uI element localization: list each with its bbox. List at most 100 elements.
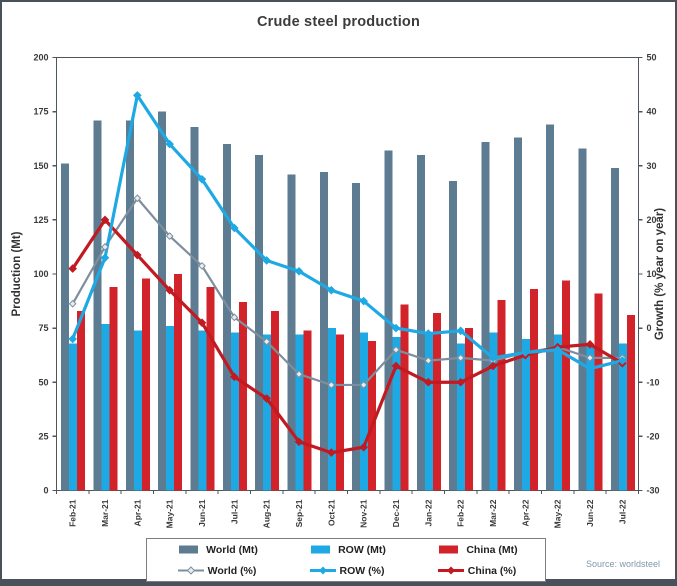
right-axis-tick-label: 20: [647, 215, 657, 225]
legend-label: World (Mt): [206, 543, 258, 556]
x-axis-month-label: Apr-21: [132, 499, 142, 526]
row-marker-Dec-21: [391, 323, 401, 333]
world-mt-bar-Feb-21: [61, 163, 70, 491]
row-marker-Feb-22: [456, 326, 465, 336]
china-marker-Feb-21: [68, 264, 77, 273]
left-axis-tick-label: 175: [33, 107, 48, 117]
world-marker-Jan-22: [424, 356, 433, 365]
row-mt-bar-Nov-21: [360, 332, 369, 491]
china-marker-Feb-22: [456, 377, 465, 387]
china-mt-bar-Jun-21: [206, 286, 215, 491]
legend-item-china-pct: China (%): [436, 565, 516, 577]
china-mt-bar-Jul-21: [238, 302, 247, 491]
left-axis-tick-label: 150: [33, 161, 48, 171]
china-mt-bar-Apr-21: [141, 278, 150, 491]
row-marker-Mar-21: [100, 253, 110, 263]
china-mt-bar-Nov-21: [368, 341, 377, 491]
right-axis-title: Growth (% year on year): [654, 208, 666, 340]
row-marker-Apr-21: [133, 91, 142, 100]
right-axis-tick-label: 30: [647, 161, 657, 171]
row-mt-bar-Mar-22: [489, 332, 498, 491]
world-mt-bar-Jul-21: [222, 144, 231, 491]
x-axis-month-label: Feb-21: [68, 499, 78, 527]
left-axis-tick-label: 0: [43, 486, 48, 496]
right-axis-tick-label: 0: [647, 323, 652, 333]
row-bar-swatch: [311, 545, 331, 554]
china-marker-Mar-21: [100, 215, 110, 225]
world-mt-bar-Oct-21: [319, 172, 328, 491]
world-mt-bar-Feb-22: [449, 180, 458, 491]
china-mt-bar-Apr-22: [529, 289, 538, 491]
row-mt-bar-Jun-22: [586, 345, 595, 491]
row-mt-bar-Apr-22: [521, 338, 530, 491]
legend-item-row-pct: ROW (%): [308, 564, 385, 577]
world-mt-bar-Nov-21: [352, 183, 361, 491]
row-marker-Jul-21: [230, 223, 239, 233]
right-axis-tick-label: 50: [647, 53, 657, 63]
world-mt-bar-Jul-22: [610, 167, 619, 491]
china-marker-Sep-21: [294, 437, 304, 447]
x-axis-month-label: Mar-21: [100, 499, 110, 527]
world-marker-Aug-21: [262, 337, 271, 346]
china-marker-Jun-21: [197, 318, 207, 328]
china-marker-Mar-22: [488, 361, 498, 371]
row-marker-Mar-22: [488, 353, 498, 363]
x-axis-month-label: Nov-21: [359, 499, 369, 528]
legend-item-row-mt: ROW (Mt): [306, 544, 386, 556]
china-marker-Jun-22: [585, 340, 595, 349]
china-marker-Oct-21: [327, 448, 336, 457]
row-line-swatch: [309, 566, 336, 575]
row-marker-May-21: [165, 139, 174, 149]
world-mt-bar-Aug-21: [255, 154, 264, 491]
china-mt-bar-Oct-21: [335, 334, 344, 491]
china-mt-bar-Feb-22: [465, 328, 474, 491]
china-mt-bar-Feb-21: [77, 310, 86, 491]
legend-label: ROW (%): [339, 564, 385, 577]
china-bar-swatch: [439, 545, 459, 554]
world-marker-Jun-22: [586, 353, 594, 362]
source-note: Source: worldsteel: [585, 559, 660, 569]
world-marker-Feb-21: [68, 299, 77, 308]
x-axis-month-label: Dec-21: [391, 499, 401, 527]
china-mt-bar-Aug-21: [271, 310, 280, 491]
row-marker-Feb-21: [68, 334, 77, 344]
x-axis-month-label: Jul-22: [617, 499, 627, 524]
world-marker-Mar-21: [101, 243, 109, 251]
china-mt-bar-Jan-22: [432, 312, 441, 491]
chart-title: Crude steel production: [256, 14, 421, 30]
x-axis-month-label: May-21: [165, 499, 175, 528]
world-mt-bar-Jan-22: [416, 154, 425, 491]
row-line: [71, 93, 624, 371]
china-mt-bar-Mar-22: [497, 299, 506, 491]
world-mt-bar-Jun-22: [578, 148, 587, 491]
china-marker-Nov-21: [359, 442, 368, 452]
x-axis-month-label: Jan-22: [423, 499, 433, 526]
china-mt-bar-Mar-21: [109, 286, 118, 491]
x-axis-month-label: Apr-22: [520, 499, 530, 526]
legend-label: China (Mt): [466, 543, 518, 556]
world-mt-bar-Mar-21: [93, 120, 102, 491]
row-mt-bar-May-21: [166, 325, 175, 491]
right-axis-tick-label: 40: [647, 107, 657, 117]
china-mt-bar-Jul-22: [626, 315, 635, 491]
world-bar-swatch: [179, 545, 199, 554]
left-axis-tick-label: 100: [33, 269, 48, 279]
row-mt-bar-Sep-21: [295, 334, 304, 491]
left-axis-tick-label: 25: [38, 431, 48, 441]
row-mt-bar-Jul-22: [618, 343, 627, 491]
world-mt-bar-May-21: [158, 111, 167, 491]
china-marker-Dec-21: [391, 361, 401, 371]
row-marker-Jul-22: [618, 356, 627, 365]
world-marker-May-21: [165, 232, 174, 241]
world-mt-bar-Apr-21: [125, 120, 134, 491]
legend-label: World (%): [207, 564, 257, 577]
left-axis-title: Production (Mt): [11, 231, 23, 316]
chart-legend: World (Mt) ROW (Mt) China (Mt) World (%): [146, 538, 546, 582]
legend-item-china-mt: China (Mt): [434, 543, 518, 556]
row-mt-bar-Feb-22: [457, 343, 466, 491]
row-mt-bar-Jul-21: [230, 332, 239, 491]
legend-label: ROW (Mt): [338, 543, 386, 556]
row-mt-bar-Aug-21: [263, 334, 272, 491]
china-mt-bar-May-22: [562, 280, 571, 491]
